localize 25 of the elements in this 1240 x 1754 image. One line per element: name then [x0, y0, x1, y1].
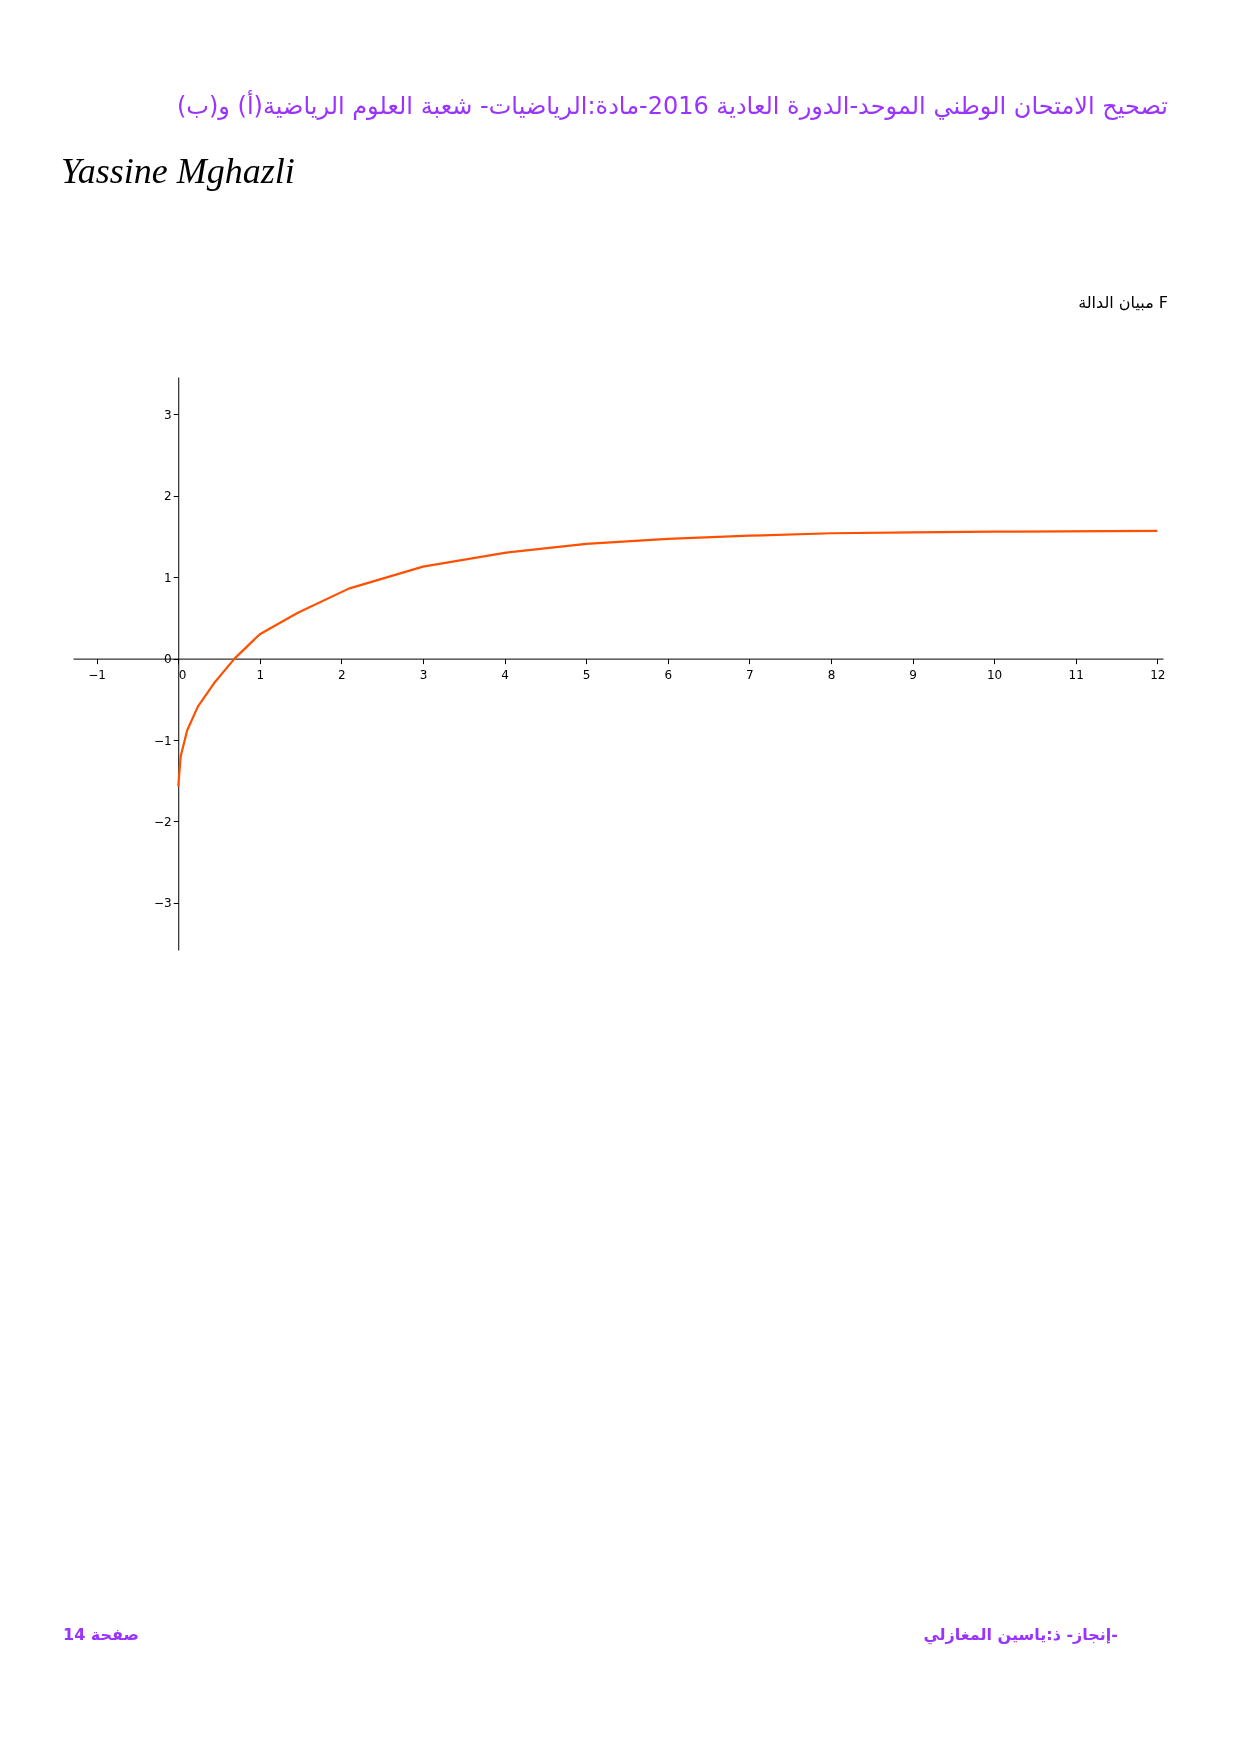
y-tick-label: −2: [154, 814, 172, 829]
x-tick-label: 4: [501, 668, 509, 683]
x-tick-label: 10: [986, 668, 1003, 683]
x-tick-label: 1: [256, 668, 265, 683]
x-tick-label: 8: [827, 668, 836, 683]
text: صفحة 14: [63, 1625, 140, 1644]
y-tick-label: −3: [154, 896, 172, 911]
x-tick-label: 5: [582, 668, 591, 683]
text: تصحيح الامتحان الوطني الموحد-الدورة العادية 2016-مادة:الرياضيات- شعبة العلوم الرياضية(أ) و(ب): [176, 90, 1168, 120]
text: إنجاز- ذ:ياسين المغازلي-: [923, 1625, 1118, 1645]
y-tick-label: 2: [164, 489, 172, 504]
x-tick-label: 6: [664, 668, 673, 683]
chart-title: مبيان الدالة F: [1078, 293, 1168, 312]
x-tick-label: 7: [746, 668, 754, 683]
x-tick-label: 3: [419, 668, 428, 683]
y-tick-label: −1: [154, 733, 172, 748]
x-tick-label: 12: [1150, 668, 1166, 683]
x-tick-label: −1: [88, 668, 107, 683]
x-tick-label: 9: [909, 668, 917, 683]
text: Yassine Mghazli: [61, 151, 295, 191]
x-tick-label: 0: [178, 668, 187, 683]
x-tick-label: 11: [1068, 668, 1084, 683]
y-tick-label: 3: [164, 407, 172, 422]
x-tick-label: 2: [338, 668, 346, 683]
y-tick-label: 1: [164, 570, 172, 585]
